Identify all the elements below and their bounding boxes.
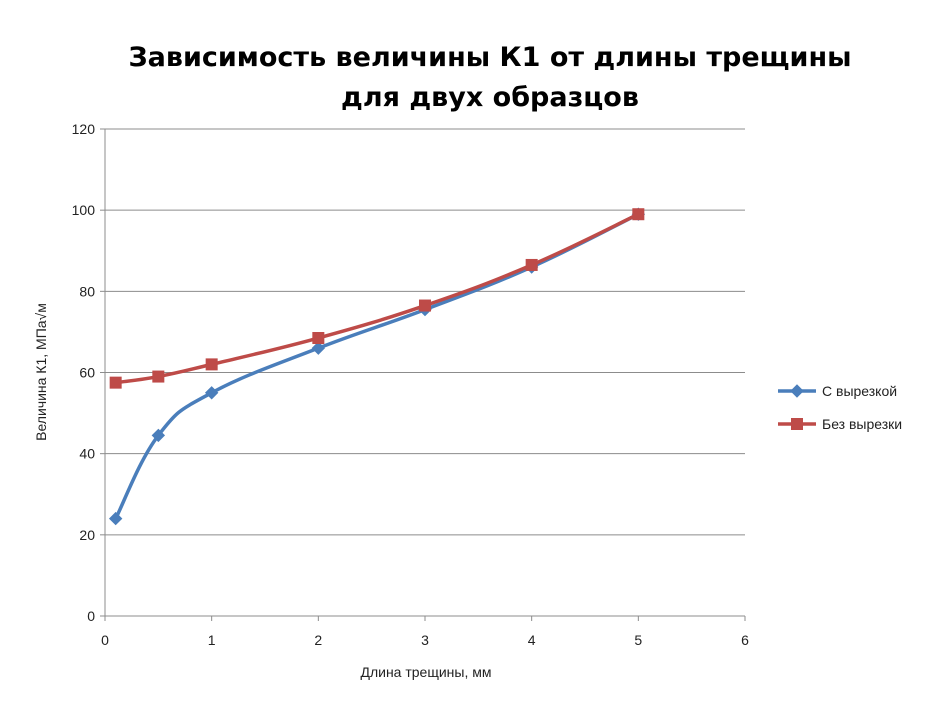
series-line [113,212,641,385]
axes: 0 20 40 60 80 100 120 0 1 2 3 4 5 6 [72,121,749,648]
data-point [632,208,645,221]
series-line [113,212,641,521]
data-point [312,332,325,345]
data-point [525,258,538,271]
x-tick-label: 4 [528,632,536,648]
data-point [108,511,123,526]
data-point [109,376,122,389]
series-2 [109,208,645,389]
legend-item: Без вырезки [778,416,902,432]
series-1 [108,207,646,526]
x-tick-label: 1 [208,632,216,648]
data-point [205,358,218,371]
data-point [151,428,166,443]
y-axis-label: Величина К1, МПа√м [33,303,49,441]
data-point [204,386,219,400]
plot-area [108,207,646,526]
data-point [152,370,165,383]
x-tick-label: 3 [421,632,429,648]
y-tick-label: 20 [79,527,95,543]
y-tick-label: 60 [79,365,95,381]
chart-title-line-2: для двух образцов [341,82,639,113]
legend-item: С вырезкой [778,383,897,399]
legend-label: Без вырезки [822,416,902,432]
x-tick-label: 0 [101,632,109,648]
gridlines [105,128,745,617]
x-tick-label: 5 [634,632,642,648]
y-tick-label: 100 [72,202,96,218]
y-tick-label: 80 [79,283,95,299]
y-tick-label: 0 [87,608,95,624]
x-axis-label: Длина трещины, мм [360,664,491,680]
x-tick-label: 2 [314,632,322,648]
legend: С вырезкой Без вырезки [778,383,902,432]
legend-label: С вырезкой [822,383,897,399]
data-point [311,341,326,355]
legend-marker [790,384,804,398]
data-point [419,299,431,312]
chart-title-line-1: Зависимость величины К1 от длины трещины [128,42,851,73]
y-tick-label: 120 [72,121,96,137]
y-tick-label: 40 [79,446,95,462]
legend-marker [791,418,803,430]
x-tick-label: 6 [741,632,749,648]
